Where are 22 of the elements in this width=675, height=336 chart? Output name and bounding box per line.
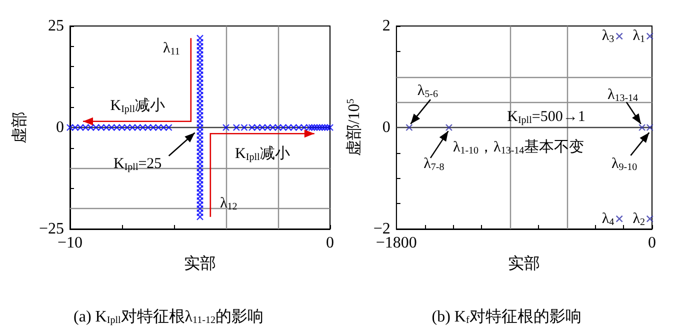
point xyxy=(445,124,453,132)
point xyxy=(646,32,654,40)
point xyxy=(646,215,654,222)
x-tick-label: 0 xyxy=(326,234,334,252)
x-tick-label: −10 xyxy=(57,234,83,252)
point xyxy=(616,215,623,222)
point xyxy=(638,124,646,132)
point xyxy=(406,124,413,132)
x-tick-label: 0 xyxy=(648,234,656,252)
y-tick-label: 2 xyxy=(382,18,390,34)
x-axis-title: 实部 xyxy=(508,254,540,272)
y-axis-title: 虚部/105 xyxy=(345,98,363,156)
y-axis-title: 虚部 xyxy=(10,112,29,144)
y-tick-label: 0 xyxy=(56,119,64,136)
y-tick-label: 0 xyxy=(382,119,390,136)
point xyxy=(616,32,623,40)
y-tick-label: −25 xyxy=(38,220,64,238)
y-tick-label: 25 xyxy=(48,18,64,34)
point xyxy=(646,124,654,132)
x-axis-title: 实部 xyxy=(184,254,216,272)
x-tick-label: −1800 xyxy=(376,234,417,252)
y-tick-label: −2 xyxy=(373,220,390,238)
